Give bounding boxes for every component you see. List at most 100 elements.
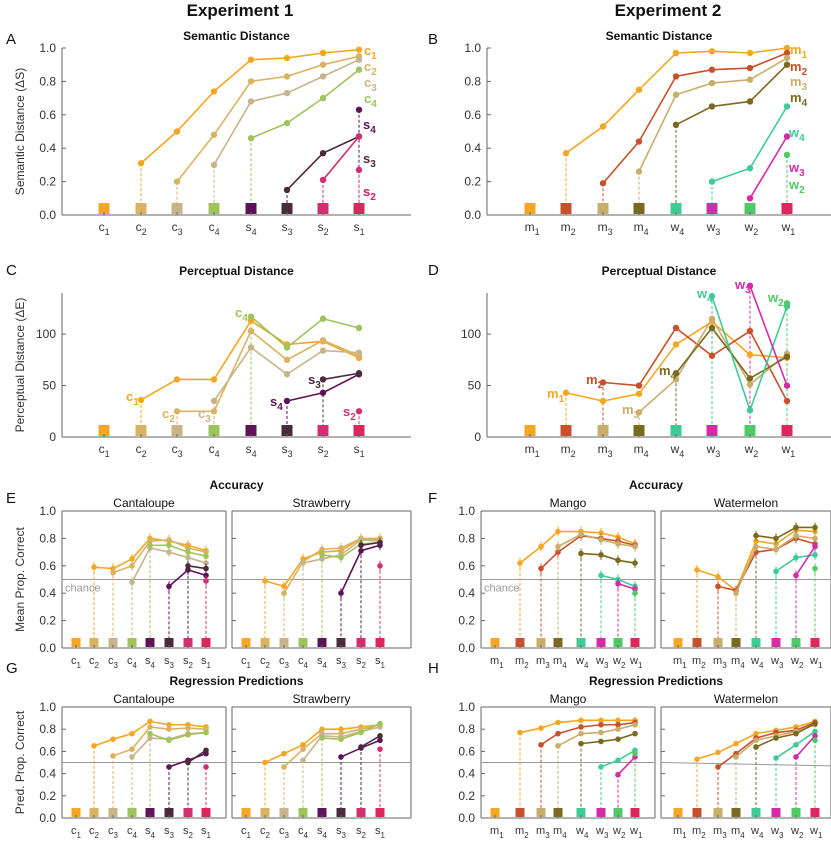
data-point-m3 <box>615 726 621 732</box>
data-point-c4 <box>247 313 255 320</box>
series-label-s3: s3 <box>363 151 376 170</box>
data-point-m2 <box>635 382 643 389</box>
data-point-c1 <box>173 128 181 135</box>
x-tick-label-s2: s2 <box>183 825 194 840</box>
data-point-c1 <box>147 718 153 725</box>
category-swatch-m1 <box>490 638 500 647</box>
x-tick-label-s1: s1 <box>201 825 212 840</box>
data-point-c3 <box>210 161 218 169</box>
series-line-s3 <box>360 541 381 547</box>
series-label-w3: w3 <box>788 160 805 179</box>
panel-title: Watermelon <box>714 496 778 510</box>
series-line-c4 <box>250 69 360 139</box>
x-tick-label-c3: c3 <box>172 442 183 459</box>
category-swatch-m3 <box>597 203 609 214</box>
category-swatch-w2 <box>791 808 801 817</box>
data-point-m2 <box>578 724 584 730</box>
series-line-c4 <box>321 722 381 740</box>
data-point-m2 <box>599 379 607 386</box>
category-swatch-w1 <box>630 638 640 647</box>
x-tick-label-c3: c3 <box>172 220 183 237</box>
panel-label-d: D <box>428 262 439 279</box>
x-tick-label-c3: c3 <box>108 825 119 840</box>
data-point-m2 <box>672 73 680 80</box>
data-point-c1 <box>319 49 327 57</box>
category-swatch-s2 <box>356 808 366 817</box>
category-swatch-s2 <box>317 425 329 436</box>
series-line-w3 <box>795 546 816 576</box>
data-point-m4 <box>672 370 680 377</box>
y-tick-label: 0.4 <box>39 767 56 781</box>
y-tick-label: 0.0 <box>39 811 56 825</box>
category-swatch-s3 <box>336 808 346 817</box>
data-point-c1 <box>173 376 181 383</box>
data-point-c3 <box>247 98 255 105</box>
series-line-c2 <box>283 537 381 594</box>
x-tick-label-m1: m1 <box>490 655 504 670</box>
category-swatch-s3 <box>336 638 346 647</box>
y-tick-label: 0.6 <box>39 559 56 573</box>
series-line-s3 <box>360 735 381 748</box>
category-swatch-c2 <box>89 808 99 817</box>
category-swatch-m4 <box>553 808 563 817</box>
x-tick-label-c4: c4 <box>127 825 138 840</box>
series-label-s2: s2 <box>363 184 376 203</box>
x-tick-label-c1: c1 <box>241 825 252 840</box>
data-point-s3 <box>319 376 327 383</box>
data-point-m4 <box>578 740 584 747</box>
x-tick-label-c2: c2 <box>260 825 271 840</box>
series-line-m4 <box>755 722 816 748</box>
x-tick-label-s2: s2 <box>356 825 367 840</box>
x-tick-label-s3: s3 <box>336 825 347 840</box>
x-tick-label-m3: m3 <box>713 825 727 840</box>
category-swatch-w4 <box>576 808 586 817</box>
y-tick-label: 0.0 <box>39 641 56 655</box>
x-tick-label-w2: w2 <box>612 825 626 840</box>
category-swatch-c3 <box>108 808 118 817</box>
y-tick-label: 0.8 <box>458 722 475 736</box>
data-point-m3 <box>708 315 716 322</box>
x-tick-label-c2: c2 <box>136 220 147 237</box>
x-tick-label-c2: c2 <box>136 442 147 459</box>
data-point-m3 <box>555 743 561 749</box>
category-swatch-w2 <box>613 808 623 817</box>
panel-label-a: A <box>6 31 16 48</box>
series-label-m2: m2 <box>586 372 604 391</box>
series-line-m2 <box>540 534 636 570</box>
x-tick-label-w1: w1 <box>629 655 643 670</box>
data-point-m2 <box>615 721 621 728</box>
x-tick-label-s4: s4 <box>317 825 328 840</box>
data-point-m4 <box>708 324 716 332</box>
category-swatch-m2 <box>560 425 572 436</box>
data-point-c3 <box>355 349 363 356</box>
y-tick-label: 0.6 <box>458 744 475 758</box>
category-swatch-s2 <box>317 203 329 214</box>
x-tick-label-c3: c3 <box>279 825 290 840</box>
data-point-m1 <box>555 719 561 726</box>
category-swatch-m3 <box>536 638 546 647</box>
x-tick-label-c4: c4 <box>209 220 220 237</box>
panel-c: 0 50 100 Perceptual Distance (ΔE) Perceptual… <box>13 264 411 459</box>
data-point-m1 <box>715 749 721 756</box>
series-line-c4 <box>150 544 207 557</box>
data-point-m1 <box>672 49 680 57</box>
series-label-s3: s3 <box>308 372 321 391</box>
category-swatch-c3 <box>171 425 183 436</box>
data-point-c1 <box>91 743 97 749</box>
category-swatch-c4 <box>298 638 308 647</box>
x-tick-label-w2: w2 <box>612 655 626 670</box>
category-swatch-w3 <box>596 808 606 817</box>
panel-e2: Strawberry c1 c2 c3 c4 s4 s3 s2 s1 <box>231 496 412 670</box>
series-label-w2: w2 <box>767 290 784 309</box>
y-axis-label: Pred. Prop. Correct <box>13 710 27 814</box>
x-tick-label-s2: s2 <box>318 220 329 237</box>
data-point-c1 <box>319 726 325 732</box>
data-point-w4 <box>708 178 716 185</box>
data-point-m2 <box>746 64 754 72</box>
panel-title: Mango <box>550 692 587 706</box>
data-point-c4 <box>355 324 363 332</box>
data-point-m3 <box>635 409 643 416</box>
category-swatch-m1 <box>673 808 683 817</box>
series-label-c3: c3 <box>364 75 377 94</box>
data-point-m2 <box>635 138 643 145</box>
